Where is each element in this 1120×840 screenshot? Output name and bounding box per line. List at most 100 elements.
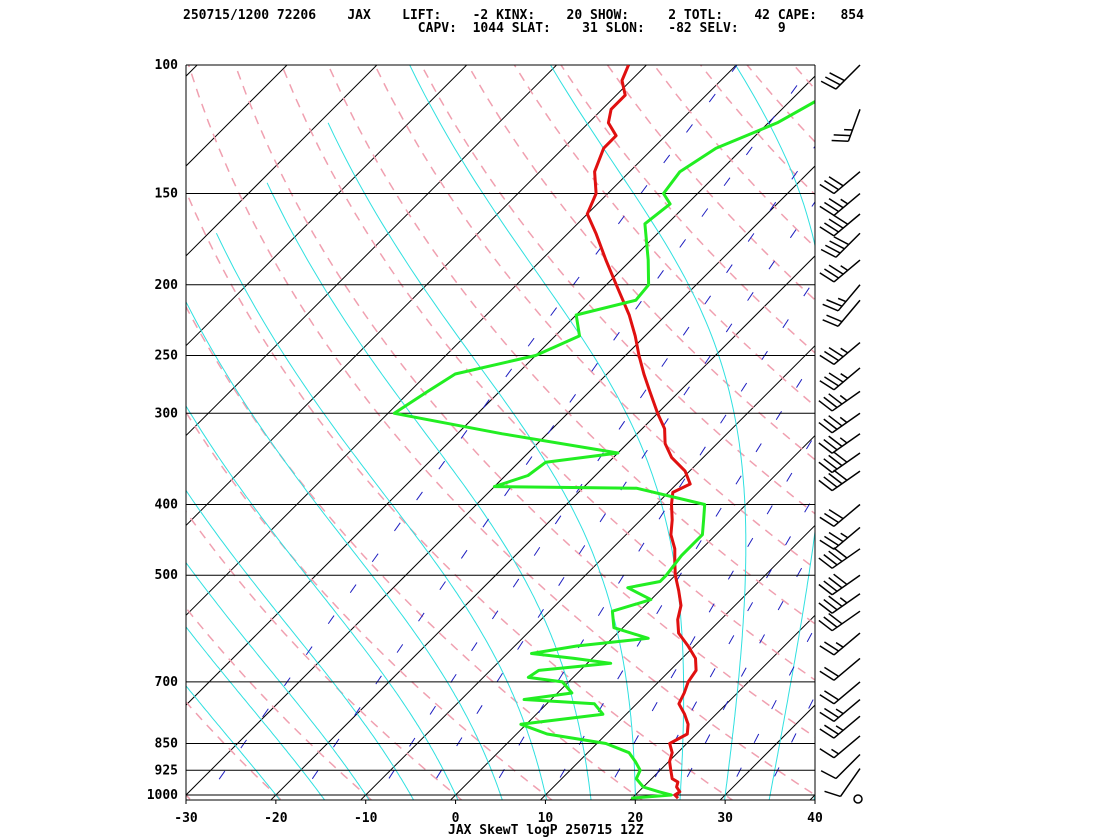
wind-barb-flag xyxy=(828,550,843,563)
pressure-tick-label: 500 xyxy=(155,568,179,583)
wind-barb-staff xyxy=(831,390,861,412)
wind-barb-flag xyxy=(828,218,844,229)
isotherm-line xyxy=(186,65,558,437)
dry-adiabat-line xyxy=(0,32,110,811)
wind-barb-flag xyxy=(823,458,838,470)
wind-barb-flag xyxy=(818,619,833,632)
wind-barb-flag xyxy=(828,393,843,405)
wind-barb-flag xyxy=(826,314,843,323)
moist-adiabat-line xyxy=(215,232,548,800)
dewpoint-profile-line xyxy=(392,99,815,800)
wind-barb-flag xyxy=(824,790,841,798)
wind-barb-half-flag xyxy=(840,265,849,271)
wind-barb xyxy=(818,573,861,596)
moist-adiabat-line xyxy=(735,65,815,800)
wind-barb-flag xyxy=(828,176,844,187)
calm-wind-circle xyxy=(853,794,863,804)
pressure-tick-label: 1000 xyxy=(147,788,178,803)
wind-barb-half-flag xyxy=(839,597,848,604)
moist-adiabat-line xyxy=(327,122,636,800)
wind-barb xyxy=(819,503,861,527)
wind-barb-flag xyxy=(818,461,833,474)
wind-barb-flag xyxy=(819,694,835,705)
wind-barb-staff xyxy=(831,452,861,474)
isotherm-line xyxy=(186,75,815,706)
header-line-2: CAPV: 1044 SLAT: 31 SLON: -82 SELV: 9 xyxy=(183,21,786,36)
wind-barb-flag xyxy=(828,472,843,485)
temperature-tick-label: 0 xyxy=(452,811,460,826)
wind-barb-flag xyxy=(828,198,844,209)
dry-adiabat-line xyxy=(856,32,1120,811)
wind-barb-flag xyxy=(828,372,844,383)
dry-adiabat-line xyxy=(186,510,463,800)
wind-barb-flag xyxy=(824,201,839,213)
wind-barb-flag xyxy=(819,354,835,366)
mixing-ratio-line xyxy=(546,357,815,800)
wind-barb-half-flag xyxy=(840,198,849,205)
wind-barb-flag xyxy=(824,690,839,701)
wind-barb xyxy=(824,768,861,798)
wind-barb-flag xyxy=(831,139,849,143)
wind-barb xyxy=(819,526,861,550)
wind-barb-staff xyxy=(831,574,861,596)
wind-barb xyxy=(818,433,861,454)
dry-adiabat-line xyxy=(186,700,283,800)
pressure-tick-label: 700 xyxy=(155,675,179,690)
wind-barb xyxy=(819,681,861,705)
isotherm-line xyxy=(809,794,815,800)
mixing-ratio-line xyxy=(204,65,738,800)
wind-barb-flag xyxy=(833,236,850,246)
wind-barb-flag xyxy=(824,376,839,387)
wind-barb-flag xyxy=(819,748,835,759)
wind-barb-flag xyxy=(818,583,833,596)
wind-barb-flag xyxy=(819,539,835,550)
wind-barb-flag xyxy=(818,400,833,412)
isotherm-line xyxy=(449,434,815,800)
pressure-tick-label: 300 xyxy=(155,406,179,421)
temperature-tick-label: 10 xyxy=(538,811,554,826)
wind-barb-flag xyxy=(833,214,849,225)
isotherm-line xyxy=(889,32,1120,811)
moist-adiabat-line xyxy=(186,405,459,800)
dry-adiabat-line xyxy=(280,65,815,681)
pressure-tick-label: 400 xyxy=(155,498,179,513)
header-line-1: 250715/1200 72206 JAX LIFT: -2 KINX: 20 … xyxy=(183,8,864,23)
dry-adiabat-line xyxy=(901,32,1120,811)
wind-barb-staff xyxy=(833,681,861,705)
wind-barb-flag xyxy=(828,531,844,543)
wind-barb xyxy=(819,192,861,217)
wind-barb-flag xyxy=(833,134,851,137)
wind-barb-staff xyxy=(831,412,861,434)
wind-barb-half-flag xyxy=(839,416,848,424)
wind-barb xyxy=(818,547,861,569)
wind-barb-flag xyxy=(818,557,833,569)
wind-barb-flag xyxy=(823,396,838,409)
dry-adiabat-line xyxy=(187,65,815,796)
wind-barb-flag xyxy=(824,707,839,719)
wind-barb-flag xyxy=(824,641,839,652)
wind-barb-staff xyxy=(831,470,861,492)
wind-barb-flag xyxy=(829,240,845,250)
wind-barb xyxy=(822,299,861,327)
wind-barb-flag xyxy=(833,573,848,586)
wind-barb-flag xyxy=(833,451,848,463)
wind-barb-staff xyxy=(831,610,861,632)
wind-barb-half-flag xyxy=(839,394,848,402)
wind-barb-flag xyxy=(822,319,839,327)
isotherm-line xyxy=(186,65,378,257)
wind-barb-half-flag xyxy=(835,708,844,715)
mixing-ratio-line xyxy=(642,493,815,800)
isotherm-line xyxy=(0,32,141,811)
wind-barb-flag xyxy=(828,347,844,358)
isotherm-line xyxy=(186,65,198,77)
wind-barb-flag xyxy=(819,516,835,527)
temperature-tick-label: 30 xyxy=(717,811,733,826)
wind-barb-flag xyxy=(825,244,841,254)
moist-adiabat-line xyxy=(186,300,503,800)
wind-barb xyxy=(818,451,861,474)
wind-barb-flag xyxy=(818,602,833,614)
wind-barb-flag xyxy=(820,248,837,258)
wind-barb-flag xyxy=(829,72,845,82)
wind-barb-flag xyxy=(823,476,838,488)
dry-adiabat-line xyxy=(992,32,1120,811)
